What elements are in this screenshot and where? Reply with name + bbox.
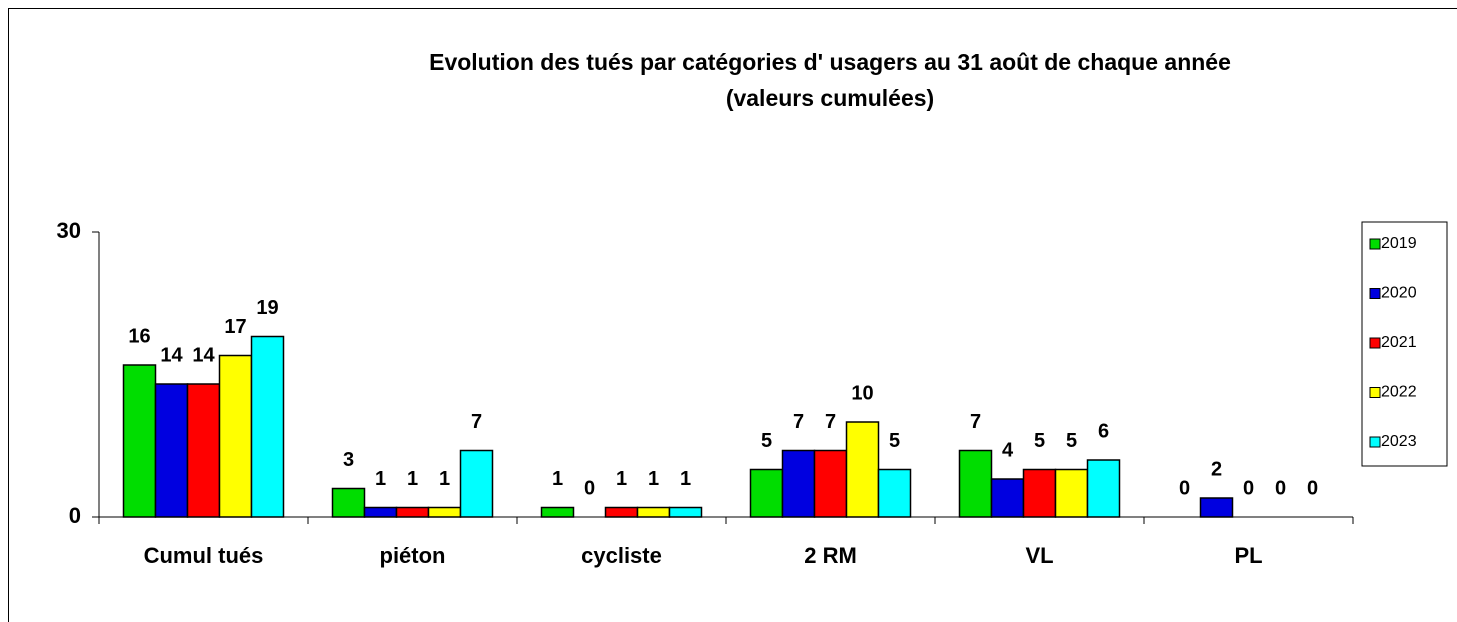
chart-subtitle: (valeurs cumulées) xyxy=(726,85,934,111)
value-label: 1 xyxy=(680,468,691,490)
bar xyxy=(877,468,912,518)
value-label: 0 xyxy=(1179,477,1190,499)
bar xyxy=(1199,497,1234,518)
legend-swatch xyxy=(1369,238,1381,250)
value-label: 0 xyxy=(1307,477,1318,499)
bar xyxy=(1054,468,1089,518)
y-tick-label: 0 xyxy=(69,503,81,528)
bar xyxy=(813,449,848,518)
frame xyxy=(8,8,1457,622)
bar xyxy=(604,506,639,518)
value-label: 1 xyxy=(552,468,563,490)
legend-swatch xyxy=(1369,288,1381,299)
bar xyxy=(668,506,703,518)
value-label: 5 xyxy=(1034,430,1045,452)
value-label: 16 xyxy=(128,325,150,347)
legend-label: 2022 xyxy=(1381,384,1417,401)
bar xyxy=(636,506,671,518)
value-label: 7 xyxy=(793,411,804,433)
legend-swatch xyxy=(1369,387,1381,398)
legend-swatch xyxy=(1369,436,1381,448)
bar xyxy=(363,506,398,518)
bar xyxy=(218,354,253,518)
bar xyxy=(958,449,993,518)
value-label: 10 xyxy=(851,382,873,404)
y-tick-label: 30 xyxy=(57,218,81,243)
bar xyxy=(990,478,1025,518)
value-label: 1 xyxy=(439,468,450,490)
value-label: 5 xyxy=(1066,430,1077,452)
legend-label: 2021 xyxy=(1381,334,1417,351)
value-label: 1 xyxy=(616,468,627,490)
value-label: 1 xyxy=(648,468,659,490)
bar xyxy=(781,449,816,518)
x-tick-label: Cumul tués xyxy=(144,543,264,568)
x-tick-label: piéton xyxy=(380,543,446,568)
value-label: 0 xyxy=(1243,477,1254,499)
x-tick-label: PL xyxy=(1234,543,1262,568)
value-label: 0 xyxy=(584,477,595,499)
value-label: 2 xyxy=(1211,458,1222,480)
bar xyxy=(186,383,221,518)
value-label: 6 xyxy=(1098,420,1109,442)
bar xyxy=(845,421,880,518)
bar xyxy=(122,364,157,518)
value-label: 7 xyxy=(471,411,482,433)
chart-title: Evolution des tués par catégories d' usa… xyxy=(429,49,1231,75)
value-label: 7 xyxy=(825,411,836,433)
legend-swatch xyxy=(1369,337,1381,349)
bar xyxy=(749,468,784,518)
legend-label: 2023 xyxy=(1381,433,1417,450)
x-tick-label: cycliste xyxy=(581,543,662,568)
bar xyxy=(395,506,430,518)
value-label: 1 xyxy=(375,468,386,490)
bar xyxy=(331,487,366,518)
bar xyxy=(154,383,189,518)
bar xyxy=(540,506,575,518)
value-label: 19 xyxy=(256,297,278,319)
value-label: 5 xyxy=(889,430,900,452)
legend-label: 2020 xyxy=(1381,285,1417,302)
value-label: 14 xyxy=(192,344,215,366)
value-label: 3 xyxy=(343,449,354,471)
value-label: 7 xyxy=(970,411,981,433)
value-label: 0 xyxy=(1275,477,1286,499)
bar xyxy=(1086,459,1121,518)
value-label: 4 xyxy=(1002,439,1014,461)
x-tick-label: VL xyxy=(1025,543,1053,568)
legend-label: 2019 xyxy=(1381,235,1417,252)
value-label: 1 xyxy=(407,468,418,490)
value-label: 14 xyxy=(160,344,183,366)
bar xyxy=(1022,468,1057,518)
bar xyxy=(250,335,285,518)
value-label: 5 xyxy=(761,430,772,452)
value-label: 17 xyxy=(224,316,246,338)
bar xyxy=(459,449,494,518)
x-tick-label: 2 RM xyxy=(804,543,857,568)
bar xyxy=(427,506,462,518)
